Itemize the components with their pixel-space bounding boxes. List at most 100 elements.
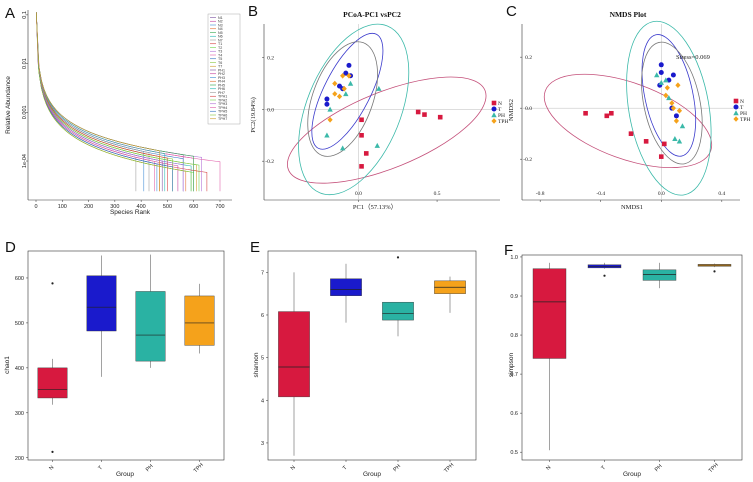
panel-a-legend-label: T4 [218, 53, 222, 57]
legend-marker-TPH [491, 118, 497, 124]
legend-label-N: N [740, 99, 744, 105]
panel-label-a: A [5, 5, 15, 22]
f-y-tick-label: 0.9 [510, 294, 518, 300]
d-y-tick-label: 200 [15, 456, 24, 462]
point-PH [663, 77, 669, 83]
point-T [346, 62, 352, 68]
panel-a-x-tick-label: 700 [215, 204, 224, 210]
panel-f-y-label: simpson [508, 353, 515, 378]
legend-label-N: N [498, 101, 502, 107]
box-PH [135, 291, 166, 362]
panel-a-y-tick-label: 0.01 [22, 58, 28, 69]
point-TPH [663, 92, 669, 99]
point-TPH [332, 91, 338, 97]
point-PH [666, 95, 672, 101]
d-plot-frame [27, 250, 225, 461]
panel-f-x-label: Group [623, 471, 641, 478]
rank-abundance-curve-PH1 [36, 12, 163, 192]
legend-marker-N [491, 100, 497, 106]
box-N [532, 268, 567, 359]
point-TPH [664, 84, 670, 91]
rank-abundance-curves [36, 12, 221, 192]
category-label-PH: PH [392, 463, 402, 473]
point-TPH [676, 107, 683, 114]
panel-a-legend-entries: N1N2N3N4N5N6N7T1T2T3T4T5T6T7PH1PH2PH3PH4… [210, 16, 227, 121]
panel-c-points [583, 62, 686, 159]
pcoa-chart: PCoA-PC1 vsPC2 0.0 0.5 0.2 0.0 -0.2 PC1（57.… [250, 10, 508, 211]
d-y-tick-label: 400 [15, 366, 24, 372]
panel-a-x-tick-label: 300 [110, 204, 119, 210]
rank-abundance-curve-TPH4 [36, 12, 155, 192]
panel-a-legend-label: N6 [218, 35, 223, 39]
panel-c-y-label: NMDS2 [508, 99, 515, 121]
rank-abundance-curve-PH7 [36, 12, 150, 192]
ellipse-N [543, 73, 713, 169]
e-y-tick-label: 5 [261, 356, 264, 362]
point-T [337, 83, 343, 89]
outlier-N [51, 450, 54, 454]
point-TPH [336, 93, 343, 100]
panel-a-x-tick-label: 500 [163, 204, 172, 210]
panel-a-legend-label: TPH4 [218, 106, 227, 110]
point-PH [672, 135, 678, 141]
panel-c-zero-lines [522, 24, 740, 200]
c-y-tick-label: -0.2 [523, 157, 532, 163]
point-N [662, 141, 667, 147]
panel-f-boxes: 0.50.60.70.80.91.0N T PH TPH [510, 254, 743, 474]
panel-a-legend-label: PH3 [218, 76, 225, 80]
rank-abundance-curve-PH3 [36, 12, 158, 192]
c-x-tick-label: -0.4 [596, 191, 605, 197]
panel-a-y-tick-label: 0.1 [22, 11, 28, 19]
panel-a-legend-label: TPH7 [218, 117, 227, 121]
rank-abundance-curve-T6 [36, 12, 173, 192]
c-y-tick-label: 0.2 [525, 55, 532, 61]
panel-label-f: F [504, 242, 513, 259]
panel-a-legend-label: PH5 [218, 83, 225, 87]
category-label-TPH: TPH [708, 462, 720, 474]
panel-b-y-label: PC2(19.84%) [250, 97, 257, 133]
point-N [359, 164, 364, 169]
f-y-tick-label: 0.6 [510, 411, 518, 417]
box-TPH [184, 295, 215, 346]
point-N [583, 110, 588, 116]
panel-c-title: NMDS Plot [610, 10, 647, 19]
legend-marker-T [733, 104, 739, 110]
category-label-N: N [545, 465, 552, 472]
panel-c-x-ticks: -0.8 -0.4 0.0 0.4 [536, 191, 726, 202]
rank-abundance-chart: 0 100 200 300 400 500 600 700 0.1 0.01 0.001 1e-04… [5, 10, 241, 216]
panel-a-x-tick-label: 100 [58, 204, 67, 210]
panel-b-points [324, 62, 443, 169]
point-T [673, 113, 679, 119]
point-PH [327, 106, 333, 112]
point-N [628, 131, 634, 136]
panel-b-title: PCoA-PC1 vsPC2 [343, 10, 401, 19]
category-label-TPH: TPH [443, 462, 455, 474]
panel-a-legend-label: PH2 [218, 72, 225, 76]
rank-abundance-curve-T7 [36, 12, 197, 192]
category-label-PH: PH [654, 463, 664, 473]
panel-a-y-tick-label: 0.001 [22, 105, 28, 119]
legend-marker-T [491, 106, 497, 112]
box-PH [382, 301, 414, 321]
point-PH [676, 138, 683, 144]
panel-a-x-label: Species Rank [110, 209, 151, 216]
box-T [330, 278, 362, 296]
rank-abundance-curve-N1 [36, 12, 184, 192]
category-label-N: N [48, 465, 55, 472]
panel-b-x-label: PC1（57.13%） [353, 203, 397, 211]
ellipse-T [641, 34, 697, 157]
panel-a-y-tick-label: 1e-04 [22, 154, 28, 168]
f-y-tick-label: 0.5 [510, 450, 518, 456]
panel-label-e: E [250, 239, 260, 256]
box-N [278, 311, 310, 398]
b-x-tick-label: 0.0 [355, 191, 362, 197]
category-label-T: T [342, 465, 349, 472]
nmds-chart: NMDS Plot -0.8 -0.4 0.0 0.4 0.2 0.0 -0.2 NMDS… [508, 10, 750, 211]
point-T [324, 101, 330, 107]
panel-c-confidence-ellipses [543, 20, 713, 196]
panel-e-x-label: Group [363, 471, 381, 478]
outlier-TPH [713, 270, 716, 273]
